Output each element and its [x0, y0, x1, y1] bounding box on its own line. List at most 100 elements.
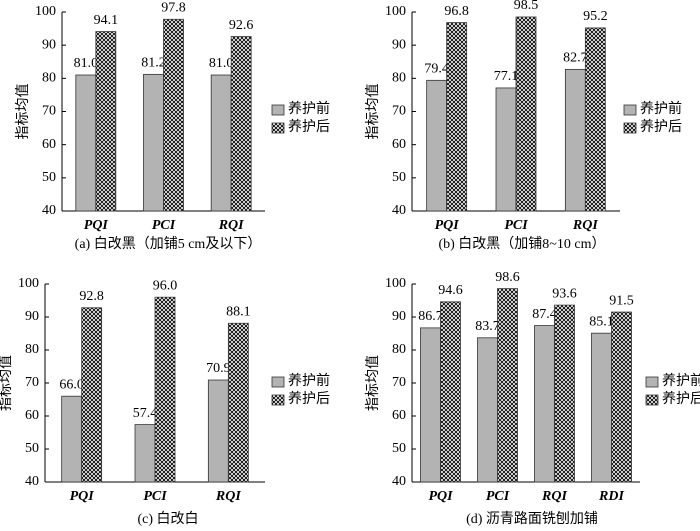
bar [495, 87, 517, 212]
value-label: 91.5 [609, 293, 634, 308]
bar [591, 332, 612, 483]
value-label: 98.5 [514, 0, 539, 13]
x-tick-label: RQI [572, 218, 598, 233]
bar [75, 74, 97, 212]
legend-label: 养护前 [288, 100, 330, 117]
x-tick-label: PQI [428, 489, 453, 504]
value-label: 70.9 [206, 361, 231, 376]
bar [163, 18, 184, 212]
x-tick-label: PCI [486, 489, 510, 504]
value-label: 92.8 [79, 289, 104, 304]
legend-label: 养护前 [288, 372, 330, 389]
y-tick-label: 90 [392, 37, 406, 52]
y-tick-label: 80 [25, 342, 39, 357]
y-tick-label: 100 [385, 276, 406, 291]
bar [611, 311, 632, 483]
legend-swatch [645, 376, 659, 388]
legend-swatch [623, 104, 637, 116]
bar [230, 36, 252, 212]
legend-swatch [271, 104, 285, 116]
bar [554, 304, 575, 483]
value-label: 92.6 [229, 18, 254, 33]
bar [497, 288, 518, 483]
value-label: 94.6 [438, 283, 463, 298]
value-label: 93.6 [552, 286, 577, 301]
legend-swatch [623, 122, 637, 134]
bar [154, 296, 176, 483]
value-label: 95.2 [583, 9, 608, 24]
y-tick-label: 80 [42, 71, 56, 86]
legend-swatch [271, 122, 285, 134]
y-tick-label: 90 [42, 37, 56, 52]
y-tick-label: 90 [392, 309, 406, 324]
bar [81, 307, 103, 483]
value-label: 81.2 [141, 56, 166, 71]
legend-label: 养护后 [288, 391, 330, 407]
caption: (b) 白改黑（加铺8~10 cm） [438, 236, 605, 252]
x-tick-label: PCI [143, 489, 167, 504]
caption: (d) 沥青路面铣刨加铺 [466, 511, 598, 527]
bar [477, 337, 498, 483]
bar [515, 16, 537, 212]
y-tick-label: 50 [392, 441, 406, 456]
y-tick-label: 70 [392, 375, 406, 390]
value-label: 96.0 [153, 278, 178, 293]
legend-label: 养护前 [640, 100, 682, 117]
y-tick-label: 100 [35, 4, 56, 19]
x-tick-label: RDI [598, 489, 624, 504]
y-tick-label: 50 [25, 441, 39, 456]
legend-swatch [645, 394, 659, 406]
bar [426, 79, 448, 212]
value-label: 81.0 [74, 56, 99, 71]
value-label: 79.4 [424, 62, 449, 77]
x-tick-label: RQI [218, 218, 244, 233]
value-label: 96.8 [444, 4, 469, 19]
bar [227, 322, 249, 483]
y-tick-label: 40 [25, 474, 39, 489]
value-label: 87.4 [532, 307, 557, 322]
x-tick-label: PCI [504, 218, 528, 233]
value-label: 57.4 [133, 406, 158, 421]
y-tick-label: 60 [25, 408, 39, 423]
y-tick-label: 70 [392, 104, 406, 119]
legend-label: 养护后 [662, 391, 700, 407]
x-tick-label: PQI [70, 489, 95, 504]
y-tick-label: 60 [42, 137, 56, 152]
bar [584, 27, 606, 212]
bar [446, 22, 468, 212]
caption: (a) 白改黑（加铺5 cm及以下） [75, 236, 262, 252]
bar [534, 325, 555, 483]
y-tick-label: 50 [42, 170, 56, 185]
y-tick-label: 40 [392, 203, 406, 218]
y-axis-label: 指标均值 [365, 84, 381, 140]
y-tick-label: 70 [42, 104, 56, 119]
value-label: 66.0 [59, 377, 84, 392]
legend-label: 养护前 [662, 372, 700, 389]
value-label: 77.1 [494, 69, 519, 84]
bar [420, 327, 441, 483]
bar [61, 395, 83, 483]
y-tick-label: 70 [25, 375, 39, 390]
y-axis-label: 指标均值 [365, 355, 381, 411]
x-tick-label: PQI [84, 218, 109, 233]
bar [134, 424, 156, 483]
bar [440, 301, 461, 483]
y-tick-label: 40 [392, 474, 406, 489]
legend-label: 养护后 [640, 119, 682, 135]
value-label: 86.7 [418, 309, 443, 324]
bar [564, 68, 586, 212]
bar [210, 74, 232, 212]
legend-label: 养护后 [288, 119, 330, 135]
value-label: 81.0 [209, 56, 234, 71]
y-tick-label: 100 [18, 276, 39, 291]
y-tick-label: 60 [392, 137, 406, 152]
x-tick-label: PCI [152, 218, 176, 233]
value-label: 94.1 [94, 13, 119, 28]
x-tick-label: PQI [435, 218, 460, 233]
legend-swatch [271, 394, 285, 406]
bar [143, 73, 164, 212]
y-tick-label: 100 [385, 4, 406, 19]
bar [207, 379, 229, 483]
caption: (c) 白改白 [137, 511, 198, 527]
